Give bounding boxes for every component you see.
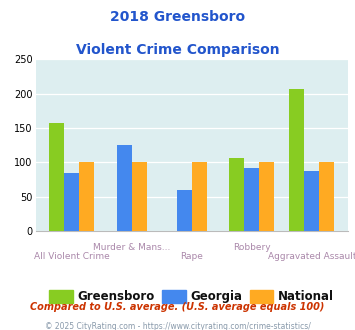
Bar <box>244 168 259 231</box>
Text: 2018 Greensboro: 2018 Greensboro <box>110 10 245 24</box>
Bar <box>132 162 147 231</box>
Text: Violent Crime Comparison: Violent Crime Comparison <box>76 43 279 57</box>
Bar <box>229 158 244 231</box>
Bar <box>177 190 192 231</box>
Bar <box>259 162 274 231</box>
Text: All Violent Crime: All Violent Crime <box>34 252 109 261</box>
Bar <box>320 162 334 231</box>
Bar <box>49 122 64 231</box>
Bar <box>64 173 79 231</box>
Bar <box>304 171 320 231</box>
Text: © 2025 CityRating.com - https://www.cityrating.com/crime-statistics/: © 2025 CityRating.com - https://www.city… <box>45 322 310 330</box>
Bar <box>289 89 304 231</box>
Legend: Greensboro, Georgia, National: Greensboro, Georgia, National <box>45 285 339 308</box>
Text: Robbery: Robbery <box>233 243 271 251</box>
Text: Compared to U.S. average. (U.S. average equals 100): Compared to U.S. average. (U.S. average … <box>30 302 325 312</box>
Text: Rape: Rape <box>180 252 203 261</box>
Bar <box>79 162 94 231</box>
Text: Murder & Mans...: Murder & Mans... <box>93 243 170 251</box>
Bar <box>192 162 207 231</box>
Text: Aggravated Assault: Aggravated Assault <box>268 252 355 261</box>
Bar <box>116 145 132 231</box>
